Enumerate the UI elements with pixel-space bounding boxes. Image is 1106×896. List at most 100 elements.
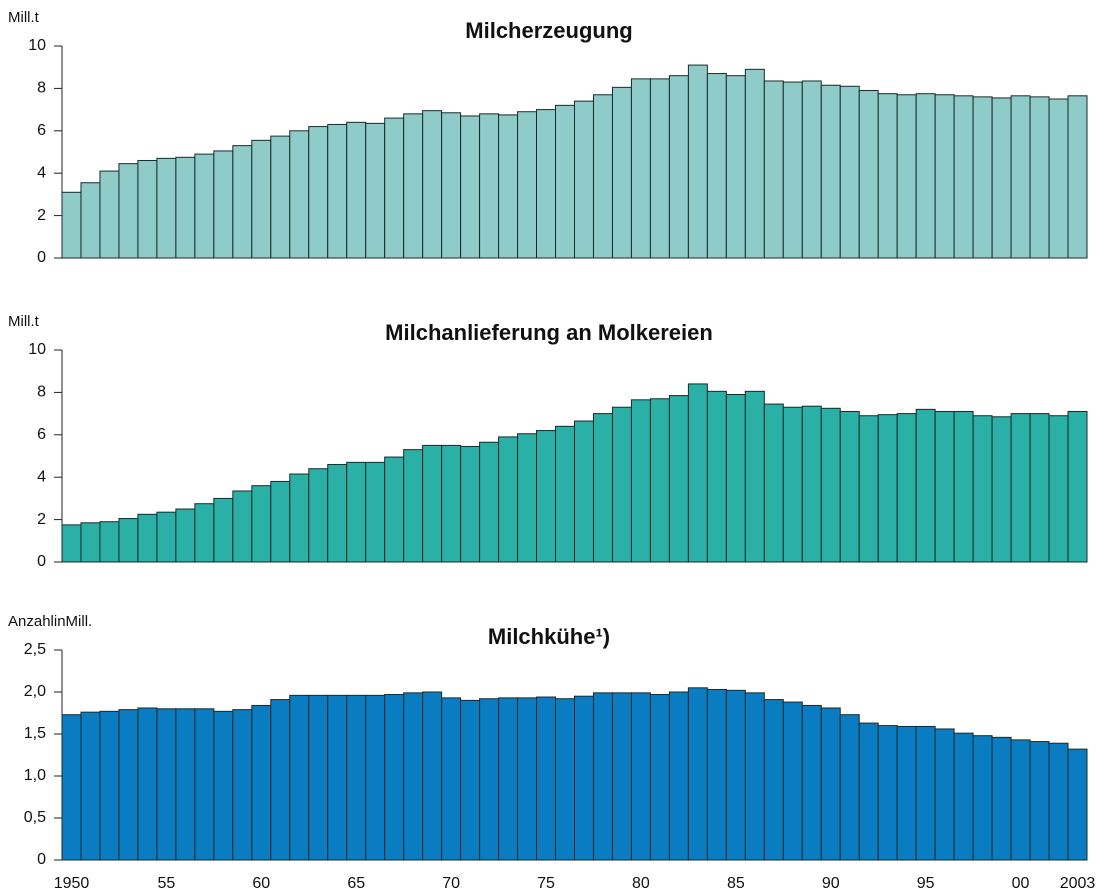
x-tick-label: 85 xyxy=(727,875,745,892)
bar xyxy=(953,732,974,861)
bar xyxy=(213,497,234,563)
bar xyxy=(422,444,443,563)
bar xyxy=(80,182,101,259)
bar xyxy=(460,115,481,259)
bar xyxy=(479,698,500,861)
bar xyxy=(346,121,367,259)
bar xyxy=(1029,96,1050,259)
bar xyxy=(649,694,670,861)
bar xyxy=(972,415,993,563)
bar xyxy=(782,81,803,259)
bar xyxy=(687,383,708,563)
x-tick-label: 95 xyxy=(917,875,935,892)
bar xyxy=(744,68,765,259)
bar xyxy=(536,430,557,563)
bar xyxy=(611,86,632,259)
bar xyxy=(915,93,936,259)
bar xyxy=(820,707,841,861)
y-tick-label: 10 xyxy=(28,37,46,54)
bar xyxy=(118,518,139,563)
bar xyxy=(668,691,689,861)
y-axis-label: AnzahlinMill. xyxy=(8,613,92,630)
bar xyxy=(422,110,443,259)
bar xyxy=(213,710,234,861)
bar xyxy=(213,150,234,259)
bar xyxy=(289,694,310,861)
bar xyxy=(61,524,82,563)
x-tick-label: 80 xyxy=(632,875,650,892)
chart-title: Milcherzeugung xyxy=(465,18,632,43)
bar xyxy=(118,709,139,861)
bar xyxy=(611,692,632,861)
bar xyxy=(782,701,803,861)
bar xyxy=(1067,95,1088,259)
y-tick-label: 2,5 xyxy=(24,641,46,658)
bar xyxy=(630,399,651,563)
bar xyxy=(61,714,82,861)
bar xyxy=(403,692,424,861)
bar xyxy=(308,126,329,259)
bar xyxy=(384,456,405,563)
bar xyxy=(270,699,291,861)
bar xyxy=(915,725,936,861)
bar xyxy=(1029,741,1050,861)
y-tick-label: 0,5 xyxy=(24,809,46,826)
bar xyxy=(555,698,575,861)
bar xyxy=(782,406,803,563)
bar xyxy=(668,395,689,563)
bar xyxy=(896,94,917,259)
bar xyxy=(555,425,575,563)
bar xyxy=(934,94,955,259)
bar xyxy=(327,463,348,563)
x-tick-label: 2003 xyxy=(1060,875,1096,892)
bar xyxy=(991,97,1012,259)
bar xyxy=(156,708,177,861)
bar xyxy=(934,728,955,861)
bar xyxy=(972,735,993,861)
bar xyxy=(725,75,746,259)
bar xyxy=(194,153,215,259)
bar xyxy=(479,113,500,259)
bar xyxy=(327,123,348,259)
bar xyxy=(517,697,538,861)
bar xyxy=(175,156,196,259)
bar xyxy=(725,689,746,861)
bar xyxy=(441,697,462,861)
bar xyxy=(1029,413,1050,563)
bar xyxy=(61,191,82,259)
bar xyxy=(877,414,898,563)
bar xyxy=(194,708,215,861)
bar xyxy=(839,410,860,563)
x-tick-label: 75 xyxy=(537,875,555,892)
bar xyxy=(232,490,253,563)
bar xyxy=(1048,98,1069,259)
bar xyxy=(536,696,557,861)
bar xyxy=(858,722,879,861)
bar xyxy=(744,390,765,563)
bar xyxy=(763,699,784,861)
bar xyxy=(687,64,708,259)
bar xyxy=(706,688,727,861)
bar xyxy=(991,736,1012,861)
bar xyxy=(649,398,670,563)
bar xyxy=(498,697,519,861)
bar xyxy=(251,139,272,259)
bar xyxy=(175,508,196,563)
bar xyxy=(536,109,557,259)
y-tick-label: 0 xyxy=(37,851,46,868)
bar xyxy=(517,111,538,259)
bar xyxy=(896,725,917,861)
bar xyxy=(251,704,272,861)
bar xyxy=(630,692,651,861)
bar xyxy=(574,100,594,259)
bar xyxy=(137,707,158,861)
bar xyxy=(972,96,993,259)
bar xyxy=(574,695,594,861)
bar xyxy=(270,480,291,563)
bar xyxy=(592,692,613,861)
bar xyxy=(1010,413,1031,563)
x-tick-label: 55 xyxy=(157,875,175,892)
bar xyxy=(839,85,860,259)
bar xyxy=(403,449,424,563)
bar xyxy=(555,104,575,259)
